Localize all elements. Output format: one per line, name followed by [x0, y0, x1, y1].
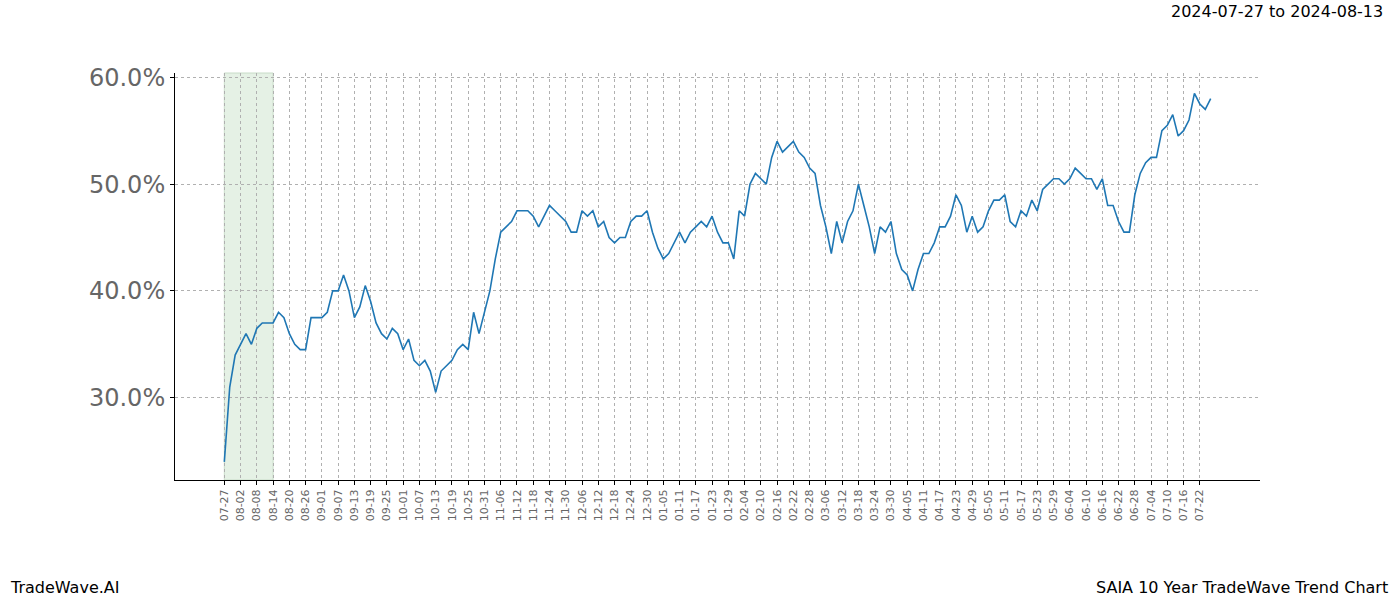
svg-text:06-22: 06-22: [1112, 489, 1125, 521]
svg-text:12-18: 12-18: [608, 489, 621, 521]
svg-text:10-31: 10-31: [478, 489, 491, 521]
svg-text:05-11: 05-11: [998, 489, 1011, 521]
svg-text:12-30: 12-30: [641, 489, 654, 521]
svg-text:08-20: 08-20: [283, 489, 296, 521]
svg-text:10-13: 10-13: [429, 489, 442, 521]
svg-text:06-28: 06-28: [1128, 489, 1141, 521]
svg-text:07-22: 07-22: [1193, 489, 1206, 521]
svg-text:TradeWave.AI: TradeWave.AI: [10, 578, 119, 597]
svg-text:04-11: 04-11: [917, 489, 930, 521]
svg-text:10-07: 10-07: [413, 489, 426, 521]
svg-text:03-30: 03-30: [885, 489, 898, 521]
svg-text:11-30: 11-30: [559, 489, 572, 521]
svg-text:12-24: 12-24: [624, 489, 637, 521]
svg-text:05-23: 05-23: [1031, 489, 1044, 521]
svg-text:08-26: 08-26: [299, 489, 312, 521]
svg-text:05-29: 05-29: [1047, 489, 1060, 521]
svg-text:60.0%: 60.0%: [89, 64, 165, 92]
svg-text:11-24: 11-24: [543, 489, 556, 521]
svg-text:04-05: 04-05: [901, 489, 914, 521]
svg-text:01-23: 01-23: [706, 489, 719, 521]
svg-text:08-14: 08-14: [267, 489, 280, 521]
svg-text:09-01: 09-01: [315, 489, 328, 521]
svg-text:11-12: 11-12: [511, 489, 524, 521]
svg-text:10-19: 10-19: [446, 489, 459, 521]
svg-text:07-10: 07-10: [1161, 489, 1174, 521]
svg-text:02-22: 02-22: [787, 489, 800, 521]
svg-text:03-24: 03-24: [868, 489, 881, 521]
svg-text:12-12: 12-12: [592, 489, 605, 521]
svg-text:2024-07-27 to 2024-08-13: 2024-07-27 to 2024-08-13: [1171, 2, 1383, 21]
svg-text:02-04: 02-04: [738, 489, 751, 521]
svg-text:06-10: 06-10: [1080, 489, 1093, 521]
svg-text:07-04: 07-04: [1145, 489, 1158, 521]
svg-text:02-16: 02-16: [771, 489, 784, 521]
svg-text:03-18: 03-18: [852, 489, 865, 521]
svg-text:03-06: 03-06: [819, 489, 832, 521]
svg-text:05-05: 05-05: [982, 489, 995, 521]
svg-text:09-25: 09-25: [380, 489, 393, 521]
svg-text:50.0%: 50.0%: [89, 171, 165, 199]
svg-text:01-05: 01-05: [657, 489, 670, 521]
svg-text:11-18: 11-18: [527, 489, 540, 521]
svg-text:05-17: 05-17: [1015, 489, 1028, 521]
svg-text:06-04: 06-04: [1063, 489, 1076, 521]
svg-text:10-25: 10-25: [462, 489, 475, 521]
svg-text:08-02: 08-02: [234, 489, 247, 521]
svg-text:04-23: 04-23: [950, 489, 963, 521]
svg-text:09-19: 09-19: [364, 489, 377, 521]
svg-text:07-16: 07-16: [1177, 489, 1190, 521]
svg-text:09-13: 09-13: [348, 489, 361, 521]
svg-text:SAIA 10 Year TradeWave Trend C: SAIA 10 Year TradeWave Trend Chart: [1096, 578, 1388, 597]
svg-text:02-10: 02-10: [754, 489, 767, 521]
svg-text:09-07: 09-07: [332, 489, 345, 521]
svg-text:10-01: 10-01: [397, 489, 410, 521]
svg-text:07-27: 07-27: [218, 489, 231, 521]
svg-text:12-06: 12-06: [576, 489, 589, 521]
svg-text:08-08: 08-08: [250, 489, 263, 521]
svg-text:06-16: 06-16: [1096, 489, 1109, 521]
svg-text:04-17: 04-17: [933, 489, 946, 521]
svg-text:30.0%: 30.0%: [89, 384, 165, 412]
svg-text:02-28: 02-28: [803, 489, 816, 521]
svg-text:01-11: 01-11: [673, 489, 686, 521]
svg-text:01-29: 01-29: [722, 489, 735, 521]
svg-text:40.0%: 40.0%: [89, 277, 165, 305]
svg-text:03-12: 03-12: [836, 489, 849, 521]
svg-text:01-17: 01-17: [689, 489, 702, 521]
svg-text:11-06: 11-06: [494, 489, 507, 521]
svg-text:04-29: 04-29: [966, 489, 979, 521]
